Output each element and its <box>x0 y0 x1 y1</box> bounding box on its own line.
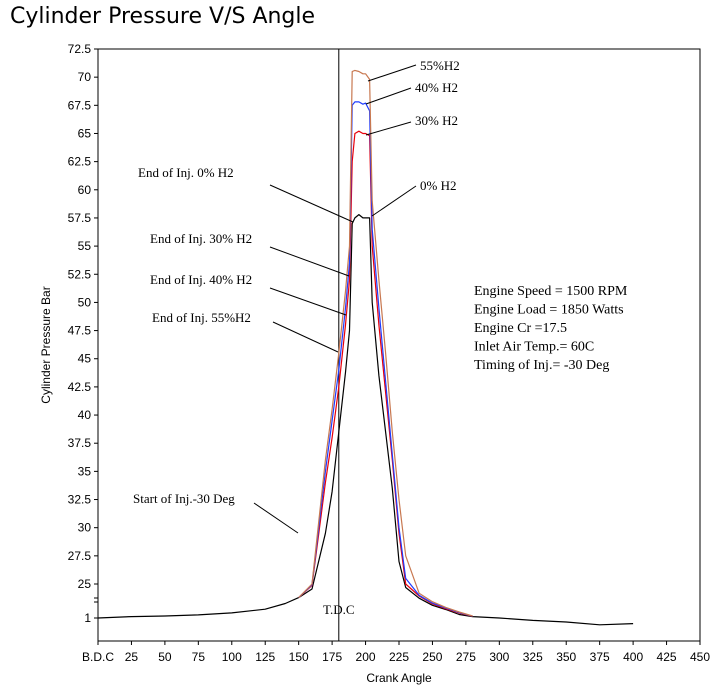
annotation-leader <box>371 185 417 217</box>
annotation-leader <box>367 64 417 82</box>
x-tick-label: 75 <box>192 650 206 664</box>
annotation-label: End of Inj. 55%H2 <box>152 310 251 325</box>
x-tick-label: 200 <box>356 650 376 664</box>
annotation-leader <box>269 287 347 316</box>
x-tick-label: 150 <box>289 650 309 664</box>
annotation-leader <box>269 246 350 277</box>
x-tick-label: 25 <box>125 650 139 664</box>
x-tick-label: B.D.C <box>82 650 114 664</box>
x-tick-label: 325 <box>523 650 543 664</box>
annotation-layer: 55%H2 40% H2 30% H2 0% H2 End of Inj. 0% H2 E… <box>133 58 460 534</box>
engine-info-box: Engine Speed = 1500 RPM Engine Load = 185… <box>474 284 628 373</box>
engine-info-line: Timing of Inj.= -30 Deg <box>474 358 609 373</box>
y-tick-label: 32.5 <box>68 493 92 507</box>
x-tick-label: 350 <box>556 650 576 664</box>
x-tick-label: 400 <box>623 650 643 664</box>
y-tick-label: 65 <box>78 126 92 140</box>
engine-info-line: Inlet Air Temp.= 60C <box>474 340 594 355</box>
plot-frame <box>97 48 701 642</box>
annotation-leader <box>253 502 299 534</box>
y-tick-label: 37.5 <box>68 436 92 450</box>
y-tick-label: 1 <box>84 611 91 625</box>
x-tick-label: 425 <box>657 650 677 664</box>
x-tick-label: 50 <box>158 650 172 664</box>
x-tick-label: 300 <box>489 650 509 664</box>
annotation-leader <box>269 184 354 223</box>
x-tick-label: 125 <box>255 650 275 664</box>
chart-title: Cylinder Pressure V/S Angle <box>10 4 316 29</box>
series-line-30-h2 <box>298 130 473 617</box>
y-tick-label: 25 <box>78 577 92 591</box>
x-tick-label: 375 <box>590 650 610 664</box>
y-tick-label: 30 <box>78 521 92 535</box>
x-tick-label: 225 <box>389 650 409 664</box>
series-line-0-h2 <box>97 214 634 626</box>
x-tick-label: 175 <box>322 650 342 664</box>
x-tick-label: 250 <box>422 650 442 664</box>
annotation-leader <box>272 321 339 353</box>
x-tick-label: 100 <box>222 650 242 664</box>
y-tick-label: 67.5 <box>68 98 92 112</box>
annotation-label: End of Inj. 40% H2 <box>150 272 252 287</box>
y-tick-label: 42.5 <box>68 380 92 394</box>
x-tick-label: 275 <box>456 650 476 664</box>
y-tick-label: 70 <box>78 70 92 84</box>
annotation-label: End of Inj. 30% H2 <box>150 231 252 246</box>
engine-info-line: Engine Speed = 1500 RPM <box>474 284 628 299</box>
y-tick-label: 60 <box>78 183 92 197</box>
annotation-leader <box>365 87 412 105</box>
y-axis-title: Cylinder Pressure Bar <box>39 286 53 403</box>
y-tick-label: 50 <box>78 295 92 309</box>
y-tick-label: 72.5 <box>68 42 92 56</box>
y-tick-label: 40 <box>78 408 92 422</box>
y-tick-label: 27.5 <box>68 549 92 563</box>
y-tick-label: 35 <box>78 464 92 478</box>
y-tick-label: 47.5 <box>68 324 92 338</box>
annotation-label: 30% H2 <box>415 113 458 128</box>
x-tick-label: 450 <box>690 650 710 664</box>
engine-info-line: Engine Load = 1850 Watts <box>474 303 624 318</box>
y-tick-label: 45 <box>78 352 92 366</box>
annotation-leader <box>365 121 412 136</box>
series-line-40-h2 <box>298 101 473 617</box>
x-axis-title: Crank Angle <box>366 671 432 685</box>
annotation-label: 0% H2 <box>420 178 456 193</box>
series-line-55-h2 <box>298 69 473 617</box>
annotation-label: End of Inj. 0% H2 <box>138 165 234 180</box>
annotation-label: 55%H2 <box>420 58 460 73</box>
tdc-label: T.D.C <box>323 602 355 617</box>
y-tick-label: 52.5 <box>68 267 92 281</box>
y-tick-label: 57.5 <box>68 211 92 225</box>
axes: 72.5 70 67.5 65 62.5 60 57.5 55 52.5 50 47.5 45 42.5… <box>68 42 710 664</box>
y-tick-label: 62.5 <box>68 155 92 169</box>
annotation-label: 40% H2 <box>415 80 458 95</box>
y-tick-label: 55 <box>78 239 92 253</box>
engine-info-line: Engine Cr =17.5 <box>474 321 567 336</box>
annotation-label: Start of Inj.-30 Deg <box>133 491 235 506</box>
